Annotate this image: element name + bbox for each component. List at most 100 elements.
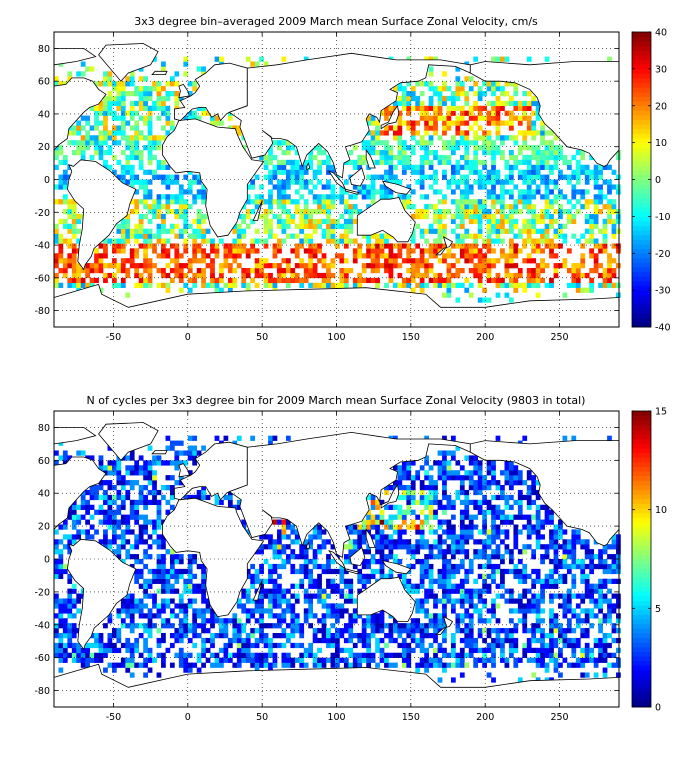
bin-cell xyxy=(308,150,314,156)
bin-cell xyxy=(464,494,470,501)
bin-cell xyxy=(285,633,291,639)
bin-cell xyxy=(442,633,447,639)
bin-cell xyxy=(410,105,416,111)
bin-cell xyxy=(589,218,595,225)
bin-cell xyxy=(544,282,550,288)
bin-cell xyxy=(419,209,425,215)
bin-cell xyxy=(473,272,479,279)
bin-cell xyxy=(303,164,309,170)
bin-cell xyxy=(174,81,180,87)
bin-cell xyxy=(611,233,617,239)
bin-cell xyxy=(156,86,162,92)
bin-cell xyxy=(410,204,416,210)
bin-cell xyxy=(183,61,189,67)
bin-cell xyxy=(531,130,537,136)
bin-cell xyxy=(67,209,73,215)
bin-cell xyxy=(152,499,157,506)
bin-cell xyxy=(433,91,438,97)
bin-cell xyxy=(335,243,340,249)
bin-cell xyxy=(526,56,532,62)
bin-cell xyxy=(161,652,166,658)
bin-cell xyxy=(94,110,99,116)
bin-cell xyxy=(76,657,82,663)
bin-cell xyxy=(214,657,220,663)
bin-cell xyxy=(254,652,260,658)
bin-cell xyxy=(143,563,148,570)
bin-cell xyxy=(491,514,496,520)
bin-cell xyxy=(366,243,371,249)
bin-cell xyxy=(147,228,153,234)
bin-cell xyxy=(495,494,501,501)
bin-cell xyxy=(348,159,354,166)
bin-cell xyxy=(491,475,496,481)
bin-cell xyxy=(468,563,474,570)
bin-cell xyxy=(111,509,117,515)
bin-cell xyxy=(281,549,287,555)
bin-cell xyxy=(98,105,104,111)
bin-cell xyxy=(67,199,73,205)
bin-cell xyxy=(343,647,349,654)
bin-cell xyxy=(268,145,273,151)
bin-cell xyxy=(428,223,434,229)
bin-cell xyxy=(245,223,251,229)
bin-cell xyxy=(366,120,371,126)
bin-cell xyxy=(415,95,421,102)
bin-cell xyxy=(187,578,193,584)
bin-cell xyxy=(161,66,166,72)
bin-cell xyxy=(348,583,354,589)
bin-cell xyxy=(513,539,519,545)
bin-cell xyxy=(103,120,108,126)
bin-cell xyxy=(103,238,108,244)
bin-cell xyxy=(549,199,554,205)
bin-cell xyxy=(111,277,117,284)
bin-cell xyxy=(143,672,148,678)
bin-cell xyxy=(477,504,483,510)
bin-cell xyxy=(486,559,492,565)
bin-cell xyxy=(526,588,532,594)
bin-cell xyxy=(147,140,153,146)
bin-cell xyxy=(535,539,541,545)
bin-cell xyxy=(299,662,305,668)
bin-cell xyxy=(513,598,519,604)
bin-cell xyxy=(107,71,113,77)
bin-cell xyxy=(54,263,59,269)
colorbar-segment xyxy=(632,267,651,273)
bin-cell xyxy=(210,618,215,624)
bin-cell xyxy=(433,253,438,259)
bin-cell xyxy=(120,218,126,225)
bin-cell xyxy=(317,223,322,229)
bin-cell xyxy=(486,228,492,234)
bin-cell xyxy=(178,287,184,293)
bin-cell xyxy=(486,573,492,580)
bin-cell xyxy=(111,529,117,535)
bin-cell xyxy=(459,519,465,525)
bin-cell xyxy=(285,554,291,560)
colorbar-segment xyxy=(632,253,651,259)
bin-cell xyxy=(459,154,465,161)
bin-cell xyxy=(343,628,349,634)
bin-cell xyxy=(504,544,510,550)
bin-cell xyxy=(553,268,559,274)
bin-cell xyxy=(116,480,122,486)
bin-cell xyxy=(343,593,349,599)
bin-cell xyxy=(375,568,380,575)
bin-cell xyxy=(477,125,483,131)
bin-cell xyxy=(268,204,273,210)
bin-cell xyxy=(584,272,590,279)
bin-cell xyxy=(76,238,82,244)
bin-cell xyxy=(125,489,131,496)
bin-cell xyxy=(419,282,425,288)
bin-cell xyxy=(120,642,126,649)
bin-cell xyxy=(205,110,211,116)
bin-cell xyxy=(192,258,198,264)
bin-cell xyxy=(107,499,113,506)
bin-cell xyxy=(178,475,184,481)
bin-cell xyxy=(321,568,327,575)
colorbar-segment xyxy=(632,280,651,286)
bin-cell xyxy=(549,578,554,584)
bin-cell xyxy=(602,233,608,239)
bin-cell xyxy=(558,672,563,678)
bin-cell xyxy=(384,263,389,269)
bin-cell xyxy=(76,529,82,535)
bin-cell xyxy=(94,277,99,284)
